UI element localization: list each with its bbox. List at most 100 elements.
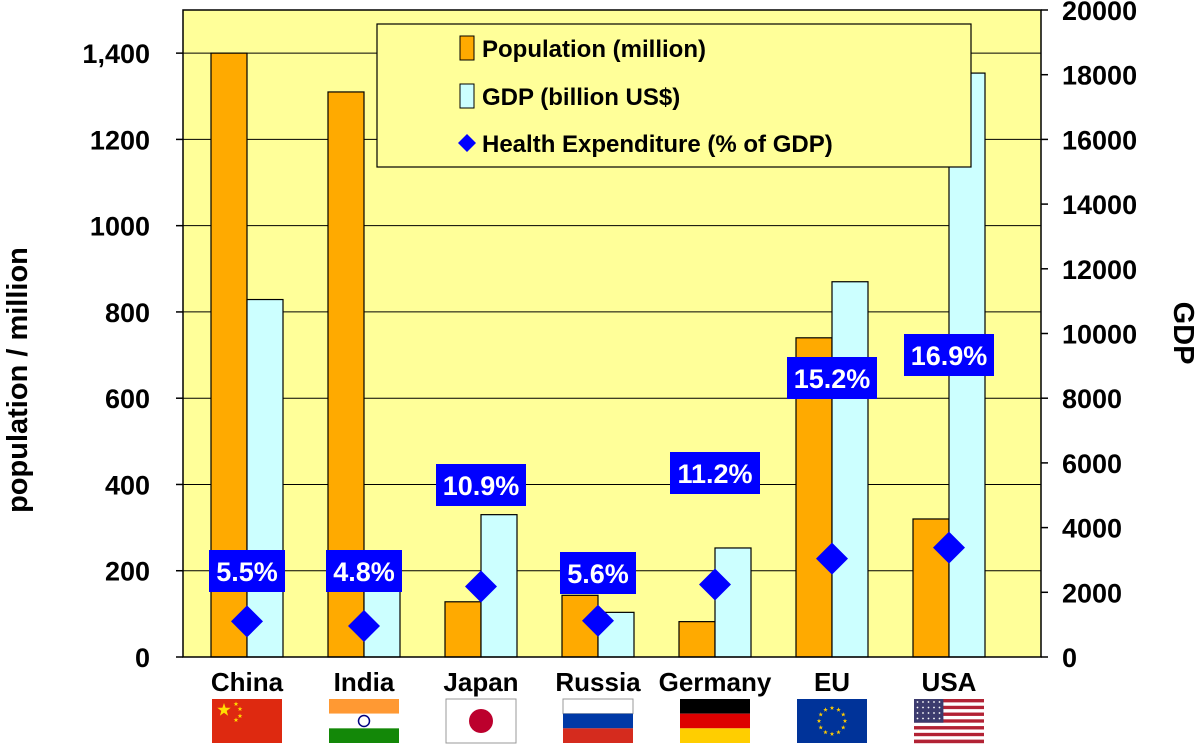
japan-flag — [445, 698, 517, 744]
right-tick-label: 10000 — [1062, 320, 1137, 350]
health-expenditure-marker — [933, 531, 965, 564]
category-label: Russia — [555, 667, 641, 697]
japan-sun — [469, 709, 493, 733]
category-label: China — [211, 667, 284, 697]
left-tick-label: 600 — [105, 384, 150, 414]
category-label: India — [334, 667, 395, 697]
flag-star — [841, 712, 846, 717]
ashoka-chakra — [357, 714, 371, 728]
category-label: USA — [922, 667, 977, 697]
right-tick-label: 14000 — [1062, 190, 1137, 220]
usa-star — [916, 717, 919, 720]
usa-star — [933, 701, 935, 703]
usa-star — [938, 706, 941, 709]
health-label: 4.8% — [333, 557, 395, 587]
gdp-bar — [831, 281, 869, 658]
china-flag — [212, 699, 282, 743]
health-expenditure-marker — [582, 604, 614, 637]
usa-star — [922, 706, 924, 709]
flag-star — [237, 706, 243, 711]
usa-canton — [914, 699, 944, 723]
flag-star — [217, 703, 231, 716]
usa-star — [922, 717, 924, 720]
category-label: Japan — [443, 667, 518, 697]
eu-flag — [797, 699, 867, 743]
right-tick-label: 8000 — [1062, 384, 1122, 414]
india-flag — [329, 699, 399, 743]
usa-star — [922, 712, 924, 714]
flag-star — [233, 717, 239, 722]
usa-star — [927, 712, 930, 714]
flag-star — [823, 729, 828, 735]
legend-health-label: Health Expenditure (% of GDP) — [482, 131, 833, 158]
usa-star — [933, 712, 935, 714]
flag-star — [233, 701, 239, 706]
right-tick-label: 20000 — [1062, 0, 1137, 26]
usa-star — [927, 701, 930, 703]
gdp-bar — [714, 547, 752, 658]
usa-star — [927, 717, 930, 720]
population-bar — [678, 621, 716, 658]
left-tick-label: 0 — [135, 643, 150, 673]
gdp-bar — [246, 298, 284, 658]
health-label: 16.9% — [911, 341, 988, 371]
usa-star — [922, 701, 924, 703]
flag-star — [836, 729, 841, 735]
flag-star — [829, 731, 835, 736]
usa-star — [916, 701, 919, 703]
left-tick-label: 1,400 — [82, 39, 150, 69]
legend-population-label: Population (million) — [482, 36, 706, 63]
category-label: Germany — [659, 667, 772, 697]
health-label-box — [326, 550, 402, 592]
flag-star — [842, 718, 848, 723]
legend-gdp-swatch — [459, 83, 475, 109]
right-tick-label: 0 — [1062, 643, 1077, 673]
flag-star — [237, 713, 243, 718]
health-label-box — [436, 464, 526, 506]
health-expenditure-marker — [231, 605, 263, 638]
germany-flag — [680, 699, 750, 743]
health-label: 5.6% — [567, 559, 629, 589]
left-tick-label: 800 — [105, 298, 150, 328]
flag-star — [823, 707, 828, 712]
russia-flag — [562, 698, 634, 743]
health-label: 5.5% — [216, 557, 278, 587]
legend-health-marker — [458, 134, 476, 152]
health-label-box — [904, 334, 994, 376]
right-tick-label: 12000 — [1062, 255, 1137, 285]
legend: Population (million) GDP (billion US$) Hea… — [376, 23, 972, 168]
legend-population-swatch — [459, 35, 475, 61]
health-label-box — [787, 357, 877, 399]
legend-gdp-label: GDP (billion US$) — [482, 84, 680, 111]
usa-star — [933, 717, 935, 720]
population-bar — [444, 601, 482, 658]
health-label: 11.2% — [677, 459, 752, 489]
health-label: 10.9% — [443, 471, 520, 501]
usa-star — [916, 712, 919, 714]
usa-star — [938, 701, 941, 703]
health-expenditure-marker — [465, 570, 497, 603]
health-expenditure-marker — [816, 542, 848, 575]
right-tick-label: 18000 — [1062, 61, 1137, 91]
health-label-box — [209, 550, 285, 592]
health-label-box — [560, 552, 636, 594]
usa-star — [938, 712, 941, 714]
health-label: 15.2% — [794, 364, 871, 394]
left-tick-label: 1000 — [90, 212, 150, 242]
usa-star — [933, 706, 935, 709]
right-tick-label: 4000 — [1062, 514, 1122, 544]
left-tick-label: 200 — [105, 557, 150, 587]
right-tick-label: 2000 — [1062, 578, 1122, 608]
usa-star — [916, 706, 919, 709]
flag-star — [836, 707, 841, 712]
category-label: EU — [814, 667, 850, 697]
right-tick-label: 6000 — [1062, 449, 1122, 479]
usa-flag — [914, 699, 984, 744]
flag-star — [818, 712, 823, 717]
health-expenditure-marker — [699, 568, 731, 601]
flag-star — [816, 718, 822, 723]
legend-box — [376, 23, 972, 168]
right-axis-title: GDP — [1167, 302, 1199, 365]
flag-star — [841, 725, 846, 730]
